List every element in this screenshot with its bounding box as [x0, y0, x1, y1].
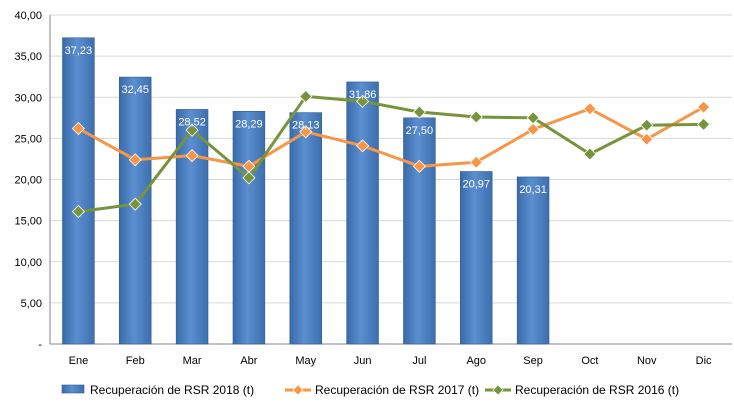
series-point: [583, 102, 597, 116]
series-point: [71, 121, 85, 136]
series-line: [78, 94, 704, 214]
series-point: [469, 155, 483, 169]
bar: [289, 112, 322, 345]
series-point: [299, 125, 313, 139]
y-tick-label: 15,00: [14, 216, 42, 228]
bar-data-label: 27,50: [406, 125, 434, 137]
legend-marker: [292, 384, 304, 396]
bar-data-label: 32,45: [121, 84, 149, 96]
x-tick-label: Nov: [637, 355, 657, 367]
bar-data-label: 28,29: [235, 118, 263, 130]
legend-label: Recuperación de RSR 2017 (t): [315, 383, 479, 397]
x-tick-label: Feb: [126, 355, 145, 367]
y-tick-label: -: [38, 339, 42, 351]
bar: [175, 109, 209, 345]
bar-data-label: 20,97: [462, 179, 490, 191]
series-point: [185, 123, 199, 137]
bar-data-label: 28,13: [292, 120, 320, 132]
series-point: [128, 197, 142, 211]
series-point: [526, 111, 540, 125]
series-point: [697, 100, 711, 114]
y-tick-label: 25,00: [14, 133, 42, 145]
series-point: [356, 94, 370, 108]
x-tick-label: Sep: [523, 355, 543, 367]
legend-label: Recuperación de RSR 2016 (t): [515, 383, 679, 397]
x-tick-label: Dic: [696, 355, 712, 367]
x-tick-label: Ago: [466, 355, 486, 367]
series-point: [526, 122, 540, 136]
series-point: [299, 89, 313, 103]
series-point: [128, 153, 142, 167]
y-tick-label: 10,00: [14, 257, 42, 269]
y-tick-label: 20,00: [14, 175, 42, 187]
bar: [516, 176, 550, 345]
data-labels: 37,23 32,45 28,52 28,29 28,13 31,86 27,50 20,97…: [65, 45, 547, 196]
bar: [403, 117, 436, 345]
bar: [62, 37, 95, 345]
series-point: [71, 205, 85, 219]
legend-swatch: [61, 384, 85, 394]
y-tick-label: 30,00: [14, 92, 42, 104]
y-tick-label: 5,00: [21, 298, 42, 310]
y-tick-label: 35,00: [14, 51, 42, 63]
line-series: [71, 89, 711, 219]
x-tick-label: Abr: [240, 355, 257, 367]
bar-data-label: 28,52: [178, 116, 206, 128]
bar-data-label: 20,31: [519, 184, 547, 196]
series-point: [469, 110, 483, 124]
bar: [346, 81, 379, 345]
bar: [460, 171, 493, 345]
gridlines: [50, 14, 732, 304]
bar-data-label: 37,23: [65, 45, 93, 57]
bar-data-label: 31,86: [349, 89, 377, 101]
series-point: [640, 132, 654, 146]
series-point: [583, 147, 597, 161]
x-tick-label: Mar: [183, 355, 202, 367]
series-point: [640, 118, 654, 132]
legend-label: Recuperación de RSR 2018 (t): [90, 383, 254, 397]
legend-marker: [492, 384, 504, 396]
x-tick-label: Ene: [69, 355, 89, 367]
legend: Recuperación de RSR 2018 (t) Recuperación…: [61, 383, 679, 397]
series-line: [77, 105, 705, 168]
x-tick-label: Jul: [412, 355, 426, 367]
series-point: [356, 139, 370, 153]
x-tick-label: Jun: [354, 355, 372, 367]
x-tick-label: May: [295, 355, 316, 367]
axes: - 5,00 10,00 15,00 20,00 25,00 30,00 35,00 40,00…: [14, 10, 732, 367]
series-point: [242, 171, 256, 185]
series-point: [412, 159, 426, 173]
x-tick-label: Oct: [581, 355, 598, 367]
series-point: [412, 105, 426, 119]
series-point: [185, 149, 199, 163]
bar: [232, 111, 266, 345]
series-point: [697, 117, 711, 131]
y-tick-label: 40,00: [14, 10, 42, 22]
